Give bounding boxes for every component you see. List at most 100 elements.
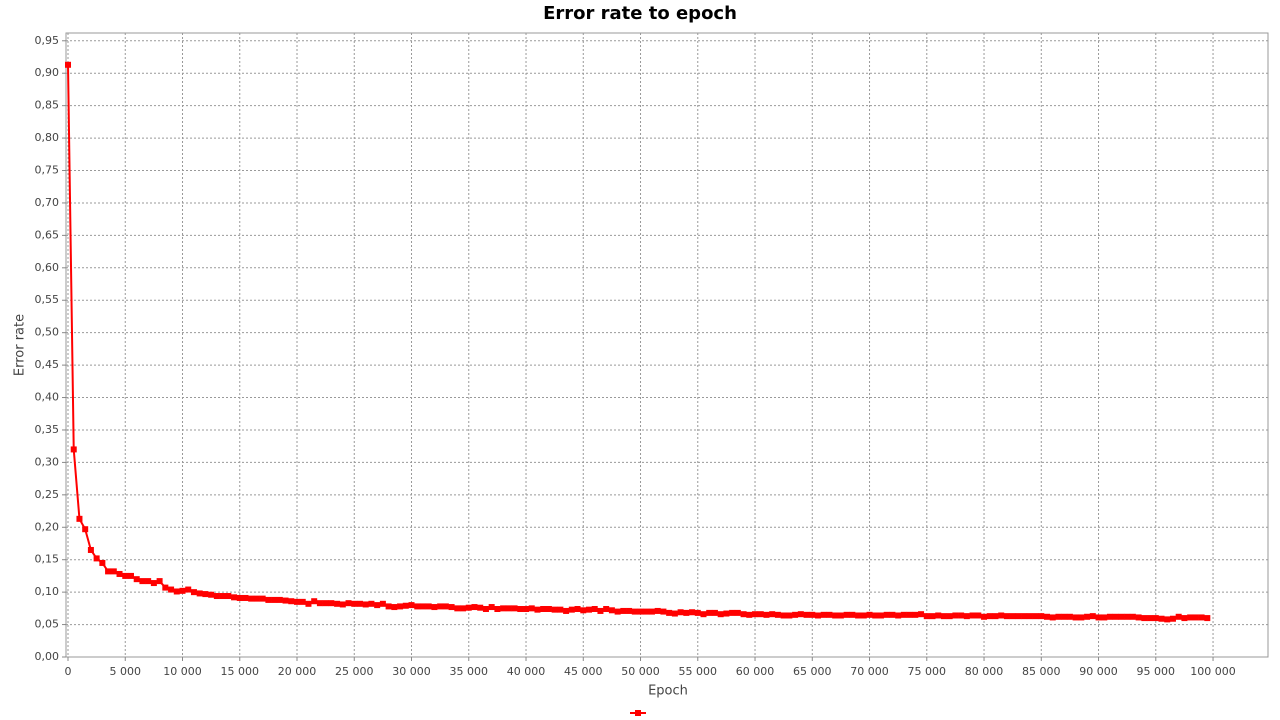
legend — [630, 710, 646, 716]
point — [219, 593, 226, 600]
point — [603, 606, 610, 612]
point — [150, 580, 157, 587]
point — [208, 591, 215, 598]
point — [1101, 614, 1108, 621]
point — [849, 611, 856, 618]
point — [1066, 613, 1073, 620]
point — [734, 609, 741, 616]
point — [248, 595, 255, 602]
point — [580, 607, 587, 614]
point — [969, 612, 976, 619]
point — [1175, 613, 1182, 620]
point — [832, 612, 839, 619]
point — [1152, 615, 1159, 622]
x-tick-label: 45 000 — [564, 665, 603, 678]
y-tick-label: 0,50 — [35, 326, 60, 339]
point — [889, 611, 896, 618]
point — [918, 611, 925, 618]
x-tick-label: 65 000 — [793, 665, 832, 678]
point — [356, 600, 363, 607]
y-tick-label: 0,10 — [35, 585, 60, 598]
point — [517, 606, 524, 612]
point — [986, 613, 993, 620]
x-tick-label: 5 000 — [110, 665, 142, 678]
point — [271, 596, 278, 603]
point — [740, 611, 747, 618]
point — [855, 612, 862, 619]
point — [694, 609, 701, 616]
point — [1118, 613, 1125, 620]
point — [780, 612, 787, 619]
y-axis-label: Error rate — [13, 314, 28, 376]
point — [826, 611, 833, 618]
point — [334, 600, 341, 607]
point — [1192, 614, 1199, 621]
point — [345, 600, 352, 607]
point — [1158, 615, 1165, 622]
point — [437, 603, 444, 610]
point — [1072, 614, 1079, 621]
y-tick-label: 0,25 — [35, 488, 60, 501]
point — [70, 446, 77, 453]
point — [259, 595, 266, 602]
point — [482, 606, 489, 612]
point — [1187, 614, 1194, 621]
point — [351, 600, 358, 607]
x-tick-label: 85 000 — [1022, 665, 1061, 678]
point — [1084, 613, 1091, 620]
point — [1021, 613, 1028, 620]
point — [282, 597, 289, 604]
point — [706, 609, 713, 616]
point — [1089, 613, 1096, 620]
point — [65, 61, 72, 68]
point — [505, 605, 512, 612]
x-tick-label: 80 000 — [965, 665, 1004, 678]
point — [1141, 615, 1148, 622]
point — [815, 612, 822, 619]
point — [133, 576, 140, 583]
point — [763, 611, 770, 618]
point — [774, 611, 781, 618]
x-tick-label: 0 — [65, 665, 72, 678]
point — [545, 606, 552, 612]
point — [534, 606, 541, 613]
point — [1164, 616, 1171, 623]
point — [711, 609, 718, 616]
point — [585, 606, 592, 613]
point — [614, 608, 621, 615]
y-tick-label: 0,85 — [35, 99, 60, 112]
point — [1044, 613, 1051, 620]
point — [654, 607, 661, 614]
point — [253, 595, 260, 602]
point — [431, 604, 438, 611]
x-tick-label: 95 000 — [1137, 665, 1176, 678]
point — [448, 604, 455, 611]
point — [465, 604, 472, 611]
point — [689, 609, 696, 616]
point — [626, 607, 633, 614]
point — [185, 586, 192, 593]
point — [1169, 615, 1176, 622]
point — [608, 607, 615, 614]
point — [568, 606, 575, 613]
point — [408, 602, 415, 609]
point — [1026, 613, 1033, 620]
point — [1003, 613, 1010, 620]
point — [419, 603, 426, 610]
point — [76, 515, 83, 522]
point — [786, 612, 793, 619]
point — [666, 609, 673, 616]
point — [276, 596, 283, 603]
point — [992, 613, 999, 620]
y-tick-label: 0,20 — [35, 520, 60, 533]
point — [477, 604, 484, 611]
point — [1198, 614, 1205, 621]
point — [574, 606, 581, 612]
point — [1181, 615, 1188, 622]
y-tick-label: 0,05 — [35, 618, 60, 631]
y-tick-label: 0,90 — [35, 66, 60, 79]
point — [528, 605, 535, 612]
point — [196, 590, 203, 597]
point — [671, 610, 678, 617]
point — [700, 611, 707, 618]
